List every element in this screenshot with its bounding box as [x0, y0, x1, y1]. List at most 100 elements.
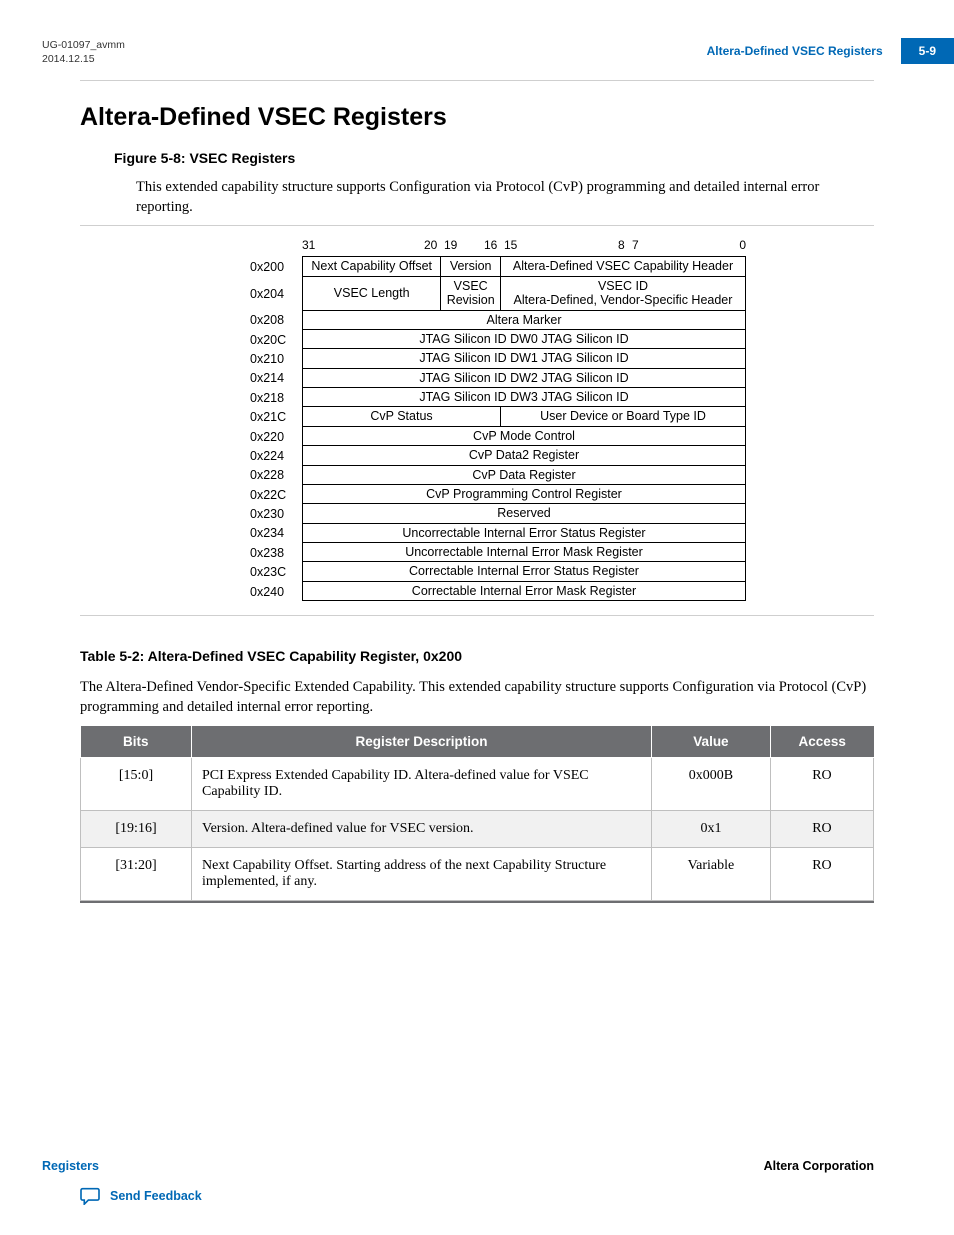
- register-cell: CvP Data Register: [303, 466, 745, 484]
- feedback-icon: [80, 1187, 100, 1205]
- table-cell: [31:20]: [81, 848, 192, 901]
- register-row: 0x218JTAG Silicon ID DW3 JTAG Silicon ID: [250, 388, 746, 407]
- register-row: 0x21CCvP StatusUser Device or Board Type…: [250, 407, 746, 426]
- register-addr: 0x218: [250, 388, 302, 407]
- register-addr: 0x214: [250, 369, 302, 388]
- register-row: 0x230Reserved: [250, 504, 746, 523]
- table-row: [19:16]Version. Altera-defined value for…: [81, 811, 874, 848]
- register-addr: 0x224: [250, 446, 302, 465]
- register-row: 0x240Correctable Internal Error Mask Reg…: [250, 582, 746, 601]
- section-heading: Altera-Defined VSEC Registers: [80, 103, 874, 132]
- register-row: 0x224CvP Data2 Register: [250, 446, 746, 465]
- register-row: 0x20CJTAG Silicon ID DW0 JTAG Silicon ID: [250, 330, 746, 349]
- page-footer: Registers Altera Corporation: [42, 1159, 874, 1173]
- page-number: 5-9: [901, 38, 954, 64]
- register-row: 0x23CCorrectable Internal Error Status R…: [250, 562, 746, 581]
- register-row: 0x238Uncorrectable Internal Error Mask R…: [250, 543, 746, 562]
- table-cell: RO: [770, 811, 873, 848]
- register-addr: 0x238: [250, 543, 302, 562]
- register-addr: 0x21C: [250, 407, 302, 426]
- register-addr: 0x23C: [250, 562, 302, 581]
- table-row: [31:20]Next Capability Offset. Starting …: [81, 848, 874, 901]
- register-cell: Reserved: [303, 504, 745, 522]
- register-cell: JTAG Silicon ID DW0 JTAG Silicon ID: [303, 330, 745, 348]
- register-cell: CvP Data2 Register: [303, 446, 745, 464]
- bit-header: 31 20 19 16 15 8 7 0: [250, 238, 746, 254]
- divider: [80, 615, 874, 616]
- register-row: 0x234Uncorrectable Internal Error Status…: [250, 524, 746, 543]
- register-cell: Altera Marker: [303, 311, 745, 329]
- figure-intro: This extended capability structure suppo…: [136, 178, 874, 217]
- table-cell: PCI Express Extended Capability ID. Alte…: [192, 758, 652, 811]
- register-row: 0x204VSEC LengthVSECRevisionVSEC IDAlter…: [250, 277, 746, 311]
- register-addr: 0x208: [250, 311, 302, 330]
- bit-label: 16: [484, 238, 497, 252]
- header-section-title: Altera-Defined VSEC Registers: [707, 44, 883, 58]
- col-value: Value: [651, 726, 770, 758]
- col-desc: Register Description: [192, 726, 652, 758]
- bit-label: 0: [739, 238, 746, 252]
- divider: [80, 225, 874, 226]
- table-caption: Table 5-2: Altera-Defined VSEC Capabilit…: [80, 648, 874, 664]
- register-addr: 0x20C: [250, 330, 302, 349]
- register-cell: Next Capability Offset: [303, 257, 441, 275]
- table-row: [15:0]PCI Express Extended Capability ID…: [81, 758, 874, 811]
- register-row: 0x210JTAG Silicon ID DW1 JTAG Silicon ID: [250, 349, 746, 368]
- bit-label: 31: [302, 238, 315, 252]
- table-cell: 0x1: [651, 811, 770, 848]
- register-addr: 0x230: [250, 504, 302, 523]
- table-cell: [19:16]: [81, 811, 192, 848]
- register-cell: JTAG Silicon ID DW3 JTAG Silicon ID: [303, 388, 745, 406]
- register-cell: CvP Programming Control Register: [303, 485, 745, 503]
- register-addr: 0x210: [250, 349, 302, 368]
- doc-id: UG-01097_avmm: [42, 38, 125, 52]
- table-header-row: Bits Register Description Value Access: [81, 726, 874, 758]
- register-cell: VSECRevision: [441, 277, 501, 310]
- register-cell: Correctable Internal Error Status Regist…: [303, 562, 745, 580]
- register-row: 0x22CCvP Programming Control Register: [250, 485, 746, 504]
- register-cell: Altera-Defined VSEC Capability Header: [501, 257, 745, 275]
- table-cell: Version. Altera-defined value for VSEC v…: [192, 811, 652, 848]
- register-addr: 0x22C: [250, 485, 302, 504]
- footer-company: Altera Corporation: [764, 1159, 874, 1173]
- register-addr: 0x240: [250, 582, 302, 601]
- send-feedback-label: Send Feedback: [110, 1189, 202, 1203]
- table-cell: Next Capability Offset. Starting address…: [192, 848, 652, 901]
- divider: [80, 80, 874, 81]
- register-cell: User Device or Board Type ID: [501, 407, 745, 425]
- register-cell: Version: [441, 257, 501, 275]
- footer-link-registers[interactable]: Registers: [42, 1159, 99, 1173]
- bit-label: 7: [632, 238, 639, 252]
- bit-label: 19: [444, 238, 457, 252]
- bit-label: 8: [618, 238, 625, 252]
- doc-date: 2014.12.15: [42, 52, 125, 66]
- register-cell: Uncorrectable Internal Error Status Regi…: [303, 524, 745, 542]
- table-cell: [15:0]: [81, 758, 192, 811]
- table-bottom-rule: [80, 901, 874, 903]
- register-cell: Correctable Internal Error Mask Register: [303, 582, 745, 600]
- table-cell: RO: [770, 758, 873, 811]
- register-addr: 0x228: [250, 466, 302, 485]
- header-left: UG-01097_avmm 2014.12.15: [42, 38, 125, 66]
- col-bits: Bits: [81, 726, 192, 758]
- register-cell: VSEC IDAltera-Defined, Vendor-Specific H…: [501, 277, 745, 310]
- register-cell: CvP Status: [303, 407, 501, 425]
- register-map: 31 20 19 16 15 8 7 0 0x200Next Capabilit…: [250, 238, 874, 601]
- table-cell: Variable: [651, 848, 770, 901]
- header-right: Altera-Defined VSEC Registers 5-9: [707, 38, 954, 64]
- vsec-capability-table: Bits Register Description Value Access […: [80, 725, 874, 901]
- figure-caption: Figure 5-8: VSEC Registers: [114, 150, 874, 166]
- bit-label: 20: [424, 238, 437, 252]
- bit-label: 15: [504, 238, 517, 252]
- register-addr: 0x234: [250, 524, 302, 543]
- page-header: UG-01097_avmm 2014.12.15 Altera-Defined …: [0, 0, 954, 76]
- register-row: 0x214JTAG Silicon ID DW2 JTAG Silicon ID: [250, 369, 746, 388]
- register-addr: 0x204: [250, 277, 302, 311]
- table-cell: 0x000B: [651, 758, 770, 811]
- register-cell: JTAG Silicon ID DW1 JTAG Silicon ID: [303, 349, 745, 367]
- register-addr: 0x200: [250, 256, 302, 276]
- send-feedback-link[interactable]: Send Feedback: [80, 1187, 202, 1205]
- register-cell: Uncorrectable Internal Error Mask Regist…: [303, 543, 745, 561]
- register-row: 0x200Next Capability OffsetVersionAltera…: [250, 256, 746, 276]
- register-row: 0x220CvP Mode Control: [250, 427, 746, 446]
